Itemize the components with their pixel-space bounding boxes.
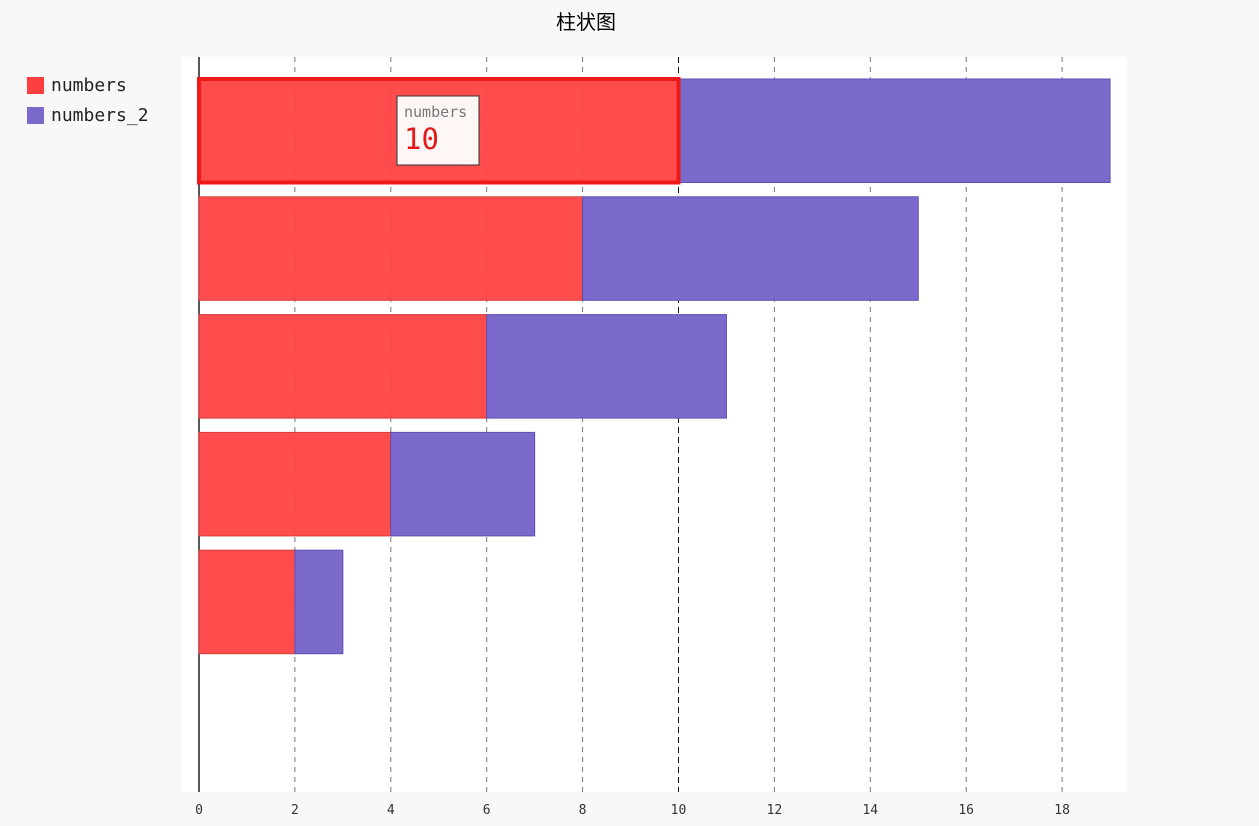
x-tick-label-6: 6: [483, 803, 491, 818]
legend: numbers numbers_2: [27, 70, 149, 130]
bar-numbers-4[interactable]: [198, 549, 296, 655]
bar-numbers_2-0[interactable]: [678, 78, 1111, 183]
bar-numbers_2-1[interactable]: [582, 196, 919, 301]
legend-item-numbers[interactable]: numbers: [27, 70, 149, 100]
legend-swatch-numbers-2: [27, 106, 44, 124]
x-tick-label-8: 8: [579, 803, 587, 818]
x-tick-label-14: 14: [862, 803, 878, 818]
legend-swatch-numbers: [27, 76, 44, 94]
x-tick-label-10: 10: [671, 803, 687, 818]
bar-numbers_2-2[interactable]: [486, 314, 727, 419]
bar-numbers_2-4[interactable]: [294, 549, 344, 655]
bar-numbers-2[interactable]: [198, 314, 488, 419]
tooltip-value: 10: [404, 122, 439, 156]
bar-numbers-3[interactable]: [198, 431, 392, 537]
tooltip-series-label: numbers: [404, 103, 467, 121]
tooltip-box: [396, 95, 480, 166]
legend-label-numbers: numbers: [51, 74, 127, 96]
x-tick-label-0: 0: [195, 803, 203, 818]
legend-label-numbers-2: numbers_2: [51, 104, 149, 126]
x-tick-label-12: 12: [767, 803, 783, 818]
x-tick-label-16: 16: [958, 803, 974, 818]
legend-item-numbers-2[interactable]: numbers_2: [27, 100, 149, 130]
bar-numbers_2-3[interactable]: [390, 431, 536, 537]
bar-highlight-outline: [197, 77, 681, 185]
x-tick-label-4: 4: [387, 803, 395, 818]
x-tick-label-18: 18: [1054, 803, 1070, 818]
bar-numbers-1[interactable]: [198, 196, 584, 301]
x-tick-label-2: 2: [291, 803, 299, 818]
chart-title: 柱状图: [556, 10, 616, 34]
